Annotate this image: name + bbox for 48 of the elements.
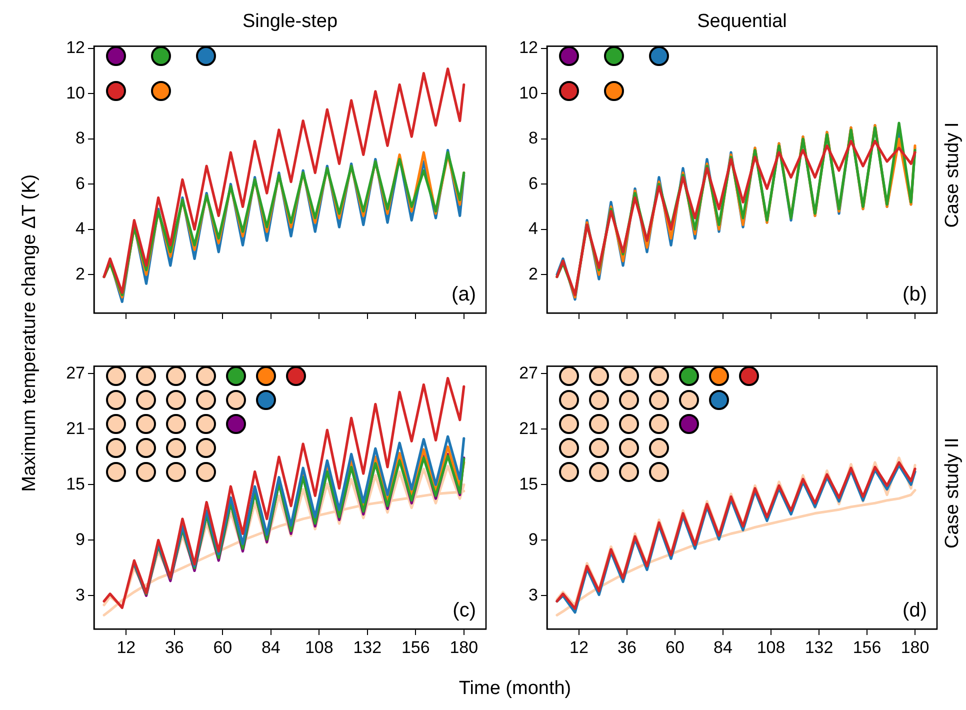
y-tick-label: 3: [528, 585, 538, 604]
x-tick-label: 36: [164, 638, 184, 657]
x-tick-label: 60: [666, 638, 684, 657]
y-tick-label: 21: [66, 418, 85, 438]
x-tick-label: 36: [618, 638, 636, 657]
y-tick-label: 4: [76, 219, 85, 238]
y-tick-label: 6: [528, 174, 538, 193]
y-tick-label: 8: [76, 128, 85, 148]
y-tick-label: 3: [76, 585, 85, 604]
y-tick-label: 21: [519, 418, 538, 438]
annotation: (d): [902, 600, 927, 622]
y-tick-label: 9: [528, 530, 538, 549]
x-tick-label: 156: [852, 638, 882, 657]
annotation: (a): [452, 284, 476, 306]
x-tick-label: 180: [900, 638, 930, 657]
y-tick-label: 15: [519, 474, 538, 494]
annotation: (c): [452, 600, 476, 622]
y-tick-label: 2: [528, 264, 538, 284]
x-tick-label: 60: [213, 638, 232, 657]
y2-axis-title: Case study I: [942, 122, 964, 228]
annotation: (b): [902, 284, 927, 306]
x-tick-label: 132: [804, 638, 834, 657]
y-tick-label: 27: [66, 363, 85, 382]
y-tick-label: 2: [76, 264, 85, 284]
y-tick-label: 12: [66, 38, 85, 58]
x-tick-label: 156: [401, 638, 430, 657]
x-tick-label: 12: [570, 638, 588, 657]
y-tick-label: 15: [66, 474, 85, 494]
x-tick-label: 108: [304, 638, 334, 657]
y-tick-label: 6: [76, 174, 85, 193]
y-axis-title: Maximum temperature change ΔT (K): [19, 174, 41, 492]
y-tick-label: 8: [528, 128, 538, 148]
x-tick-label: 132: [353, 638, 382, 657]
x-axis-title: Time (month): [458, 678, 572, 700]
y-tick-label: 4: [528, 219, 538, 238]
x-tick-label: 12: [116, 638, 136, 657]
x-tick-label: 84: [714, 638, 732, 657]
y2-axis-title: Case study II: [942, 438, 964, 548]
x-tick-label: 108: [756, 638, 786, 657]
y-tick-label: 12: [519, 38, 538, 58]
chart-title: Single-step: [242, 11, 338, 33]
x-tick-label: 84: [261, 638, 280, 657]
chart-title: Sequential: [697, 11, 787, 33]
y-tick-label: 10: [519, 83, 538, 102]
y-tick-label: 9: [76, 530, 85, 549]
y-tick-label: 10: [66, 83, 85, 102]
y-tick-label: 27: [519, 363, 538, 382]
x-tick-label: 180: [450, 638, 478, 657]
